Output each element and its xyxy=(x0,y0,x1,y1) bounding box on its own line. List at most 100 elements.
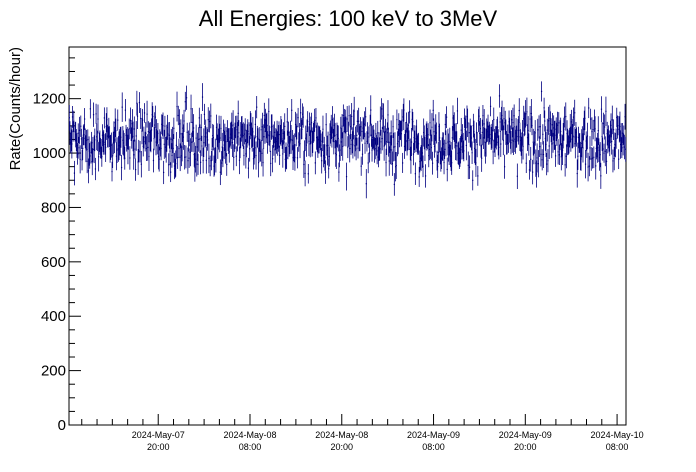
data-point xyxy=(428,138,430,161)
data-point xyxy=(449,127,451,156)
data-point xyxy=(591,147,594,169)
data-point xyxy=(215,147,217,173)
data-point xyxy=(418,166,420,187)
data-point xyxy=(507,133,510,153)
data-point xyxy=(618,149,620,170)
data-point xyxy=(86,149,88,174)
data-point xyxy=(321,147,323,174)
data-point xyxy=(377,120,379,145)
data-point xyxy=(576,159,578,188)
data-point xyxy=(134,158,137,181)
data-point xyxy=(355,137,357,161)
data-point xyxy=(391,135,393,165)
data-point xyxy=(221,151,223,175)
data-point xyxy=(71,129,73,159)
data-point xyxy=(134,139,136,159)
data-point xyxy=(183,109,185,133)
data-point xyxy=(81,149,83,171)
data-point xyxy=(603,143,605,163)
data-point xyxy=(128,118,130,139)
data-point xyxy=(368,126,370,148)
data-point xyxy=(361,143,364,165)
data-point xyxy=(611,128,613,155)
data-point xyxy=(189,122,191,147)
data-point xyxy=(502,125,504,156)
data-point xyxy=(358,107,360,135)
x-tick-date-label: 2024-May-08 xyxy=(223,430,276,440)
data-point xyxy=(219,159,221,186)
data-point xyxy=(82,136,84,161)
data-point xyxy=(243,145,245,166)
data-point xyxy=(412,111,414,132)
data-point xyxy=(291,129,293,151)
data-point xyxy=(195,124,197,152)
data-point xyxy=(389,135,392,165)
data-point xyxy=(106,107,108,133)
data-point xyxy=(98,142,100,172)
data-point xyxy=(270,150,272,177)
data-point xyxy=(483,109,485,139)
data-point xyxy=(612,119,615,140)
data-point xyxy=(211,137,213,161)
data-point xyxy=(359,117,362,137)
data-point xyxy=(405,112,408,133)
data-point xyxy=(526,97,528,127)
data-point xyxy=(361,121,363,142)
data-point xyxy=(574,129,576,159)
data-point xyxy=(589,136,591,160)
data-point xyxy=(219,123,221,153)
data-point xyxy=(153,126,155,151)
data-point xyxy=(565,144,568,169)
data-point xyxy=(604,136,606,167)
data-point xyxy=(172,134,174,163)
plot-frame xyxy=(68,46,627,426)
data-point xyxy=(199,124,201,154)
data-point xyxy=(92,102,95,127)
data-point xyxy=(528,160,531,180)
data-point xyxy=(584,149,587,179)
data-point xyxy=(185,85,188,110)
data-point xyxy=(94,128,96,152)
data-point xyxy=(590,108,592,130)
data-point xyxy=(301,119,303,139)
data-point xyxy=(538,115,540,139)
data-point xyxy=(236,122,239,152)
data-point xyxy=(451,126,453,150)
data-point xyxy=(191,132,193,152)
data-point xyxy=(590,147,592,171)
data-point xyxy=(77,123,79,144)
data-point xyxy=(337,125,339,152)
data-point xyxy=(150,118,153,142)
data-point xyxy=(556,111,559,139)
data-point xyxy=(184,144,186,170)
data-point xyxy=(170,162,172,183)
data-point xyxy=(268,98,270,125)
data-point xyxy=(296,113,298,140)
data-point xyxy=(443,150,445,175)
data-point xyxy=(136,90,138,116)
data-point xyxy=(489,124,491,145)
data-point xyxy=(465,130,467,161)
data-point xyxy=(498,84,501,108)
data-point xyxy=(540,81,543,102)
data-point xyxy=(408,130,410,151)
data-point xyxy=(237,100,239,127)
data-point xyxy=(381,126,383,151)
data-point xyxy=(209,155,211,177)
data-point xyxy=(327,131,329,160)
data-point xyxy=(368,143,371,163)
x-tick-date-label: 2024-May-10 xyxy=(591,430,644,440)
data-point xyxy=(360,156,362,176)
data-point xyxy=(259,141,262,162)
data-point xyxy=(560,143,562,171)
data-series xyxy=(68,81,627,199)
data-point xyxy=(365,169,367,199)
data-point xyxy=(315,107,317,128)
data-point xyxy=(228,141,230,163)
data-point xyxy=(359,126,361,152)
data-point xyxy=(289,131,291,155)
data-point xyxy=(185,145,187,169)
x-tick-time-label: 20:00 xyxy=(514,442,537,452)
data-point xyxy=(484,127,486,157)
data-point xyxy=(139,141,141,163)
